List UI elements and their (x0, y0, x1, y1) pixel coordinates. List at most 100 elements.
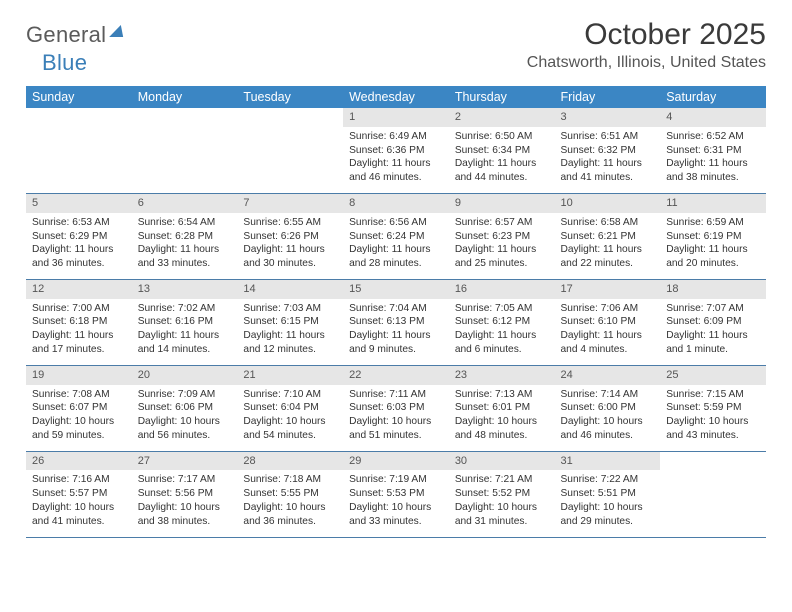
day-info-line: Daylight: 10 hours (561, 501, 655, 515)
calendar-day-cell: 18Sunrise: 7:07 AMSunset: 6:09 PMDayligh… (660, 279, 766, 365)
day-info-line: Sunrise: 7:10 AM (243, 388, 337, 402)
calendar-day-cell: 8Sunrise: 6:56 AMSunset: 6:24 PMDaylight… (343, 193, 449, 279)
month-title: October 2025 (527, 18, 766, 52)
calendar-day-cell: 23Sunrise: 7:13 AMSunset: 6:01 PMDayligh… (449, 365, 555, 451)
day-info-line: Sunset: 5:56 PM (138, 487, 232, 501)
day-info-line: Daylight: 10 hours (138, 501, 232, 515)
day-number: 15 (343, 280, 449, 299)
day-number (660, 452, 766, 471)
day-number: 6 (132, 194, 238, 213)
day-info-line: and 25 minutes. (455, 257, 549, 271)
brand-word-2: Blue (26, 50, 87, 75)
calendar-day-cell: 6Sunrise: 6:54 AMSunset: 6:28 PMDaylight… (132, 193, 238, 279)
day-info-line: Sunset: 6:15 PM (243, 315, 337, 329)
calendar-day-cell: 19Sunrise: 7:08 AMSunset: 6:07 PMDayligh… (26, 365, 132, 451)
day-info-line: Sunrise: 7:21 AM (455, 473, 549, 487)
day-number: 11 (660, 194, 766, 213)
calendar-empty-cell (132, 108, 238, 193)
calendar-day-cell: 11Sunrise: 6:59 AMSunset: 6:19 PMDayligh… (660, 193, 766, 279)
day-body: Sunrise: 7:09 AMSunset: 6:06 PMDaylight:… (132, 385, 238, 451)
day-info-line: Sunrise: 7:05 AM (455, 302, 549, 316)
day-info-line: Daylight: 10 hours (32, 415, 126, 429)
calendar-day-cell: 20Sunrise: 7:09 AMSunset: 6:06 PMDayligh… (132, 365, 238, 451)
day-info-line: Daylight: 10 hours (455, 415, 549, 429)
day-info-line: and 30 minutes. (243, 257, 337, 271)
title-block: October 2025 Chatsworth, Illinois, Unite… (527, 18, 766, 72)
day-number: 17 (555, 280, 661, 299)
day-number: 23 (449, 366, 555, 385)
day-number: 7 (237, 194, 343, 213)
day-info-line: Daylight: 10 hours (243, 501, 337, 515)
day-body (26, 127, 132, 191)
day-number: 28 (237, 452, 343, 471)
calendar-day-cell: 30Sunrise: 7:21 AMSunset: 5:52 PMDayligh… (449, 451, 555, 537)
day-number: 22 (343, 366, 449, 385)
day-info-line: Daylight: 11 hours (666, 329, 760, 343)
day-body: Sunrise: 6:52 AMSunset: 6:31 PMDaylight:… (660, 127, 766, 193)
day-info-line: Sunset: 6:04 PM (243, 401, 337, 415)
day-info-line: and 51 minutes. (349, 429, 443, 443)
day-info-line: Sunset: 6:29 PM (32, 230, 126, 244)
day-number: 24 (555, 366, 661, 385)
day-body: Sunrise: 7:15 AMSunset: 5:59 PMDaylight:… (660, 385, 766, 451)
day-info-line: Daylight: 10 hours (666, 415, 760, 429)
day-info-line: Sunrise: 6:59 AM (666, 216, 760, 230)
day-info-line: Daylight: 11 hours (666, 243, 760, 257)
day-info-line: Daylight: 11 hours (455, 157, 549, 171)
day-number: 18 (660, 280, 766, 299)
day-number: 31 (555, 452, 661, 471)
day-info-line: Daylight: 11 hours (561, 329, 655, 343)
weekday-header: Saturday (660, 86, 766, 108)
calendar-day-cell: 14Sunrise: 7:03 AMSunset: 6:15 PMDayligh… (237, 279, 343, 365)
day-body: Sunrise: 7:03 AMSunset: 6:15 PMDaylight:… (237, 299, 343, 365)
day-body: Sunrise: 6:59 AMSunset: 6:19 PMDaylight:… (660, 213, 766, 279)
day-info-line: and 41 minutes. (561, 171, 655, 185)
day-body: Sunrise: 7:10 AMSunset: 6:04 PMDaylight:… (237, 385, 343, 451)
day-info-line: Sunset: 6:07 PM (32, 401, 126, 415)
day-info-line: Sunset: 5:52 PM (455, 487, 549, 501)
day-info-line: and 59 minutes. (32, 429, 126, 443)
calendar-day-cell: 2Sunrise: 6:50 AMSunset: 6:34 PMDaylight… (449, 108, 555, 193)
day-info-line: and 38 minutes. (138, 515, 232, 529)
day-info-line: Sunset: 6:24 PM (349, 230, 443, 244)
calendar-week-row: 26Sunrise: 7:16 AMSunset: 5:57 PMDayligh… (26, 451, 766, 537)
day-body: Sunrise: 7:06 AMSunset: 6:10 PMDaylight:… (555, 299, 661, 365)
day-info-line: and 38 minutes. (666, 171, 760, 185)
calendar-day-cell: 27Sunrise: 7:17 AMSunset: 5:56 PMDayligh… (132, 451, 238, 537)
day-body: Sunrise: 7:22 AMSunset: 5:51 PMDaylight:… (555, 470, 661, 536)
day-body: Sunrise: 7:08 AMSunset: 6:07 PMDaylight:… (26, 385, 132, 451)
day-info-line: Daylight: 11 hours (243, 329, 337, 343)
day-body: Sunrise: 6:56 AMSunset: 6:24 PMDaylight:… (343, 213, 449, 279)
day-info-line: and 41 minutes. (32, 515, 126, 529)
calendar-day-cell: 9Sunrise: 6:57 AMSunset: 6:23 PMDaylight… (449, 193, 555, 279)
day-info-line: and 36 minutes. (243, 515, 337, 529)
day-number (237, 108, 343, 127)
day-info-line: Sunset: 6:13 PM (349, 315, 443, 329)
day-info-line: Sunset: 6:09 PM (666, 315, 760, 329)
day-info-line: Sunset: 5:55 PM (243, 487, 337, 501)
day-info-line: Sunrise: 6:50 AM (455, 130, 549, 144)
day-info-line: Sunset: 6:10 PM (561, 315, 655, 329)
day-info-line: and 56 minutes. (138, 429, 232, 443)
day-info-line: and 20 minutes. (666, 257, 760, 271)
day-number: 3 (555, 108, 661, 127)
day-info-line: Sunset: 6:19 PM (666, 230, 760, 244)
calendar-day-cell: 28Sunrise: 7:18 AMSunset: 5:55 PMDayligh… (237, 451, 343, 537)
day-number: 13 (132, 280, 238, 299)
day-info-line: Daylight: 11 hours (243, 243, 337, 257)
day-body (237, 127, 343, 191)
day-body: Sunrise: 7:00 AMSunset: 6:18 PMDaylight:… (26, 299, 132, 365)
day-info-line: Daylight: 11 hours (349, 243, 443, 257)
day-body: Sunrise: 6:53 AMSunset: 6:29 PMDaylight:… (26, 213, 132, 279)
day-info-line: Sunset: 5:59 PM (666, 401, 760, 415)
brand-word-1: General (26, 22, 106, 48)
day-info-line: Daylight: 10 hours (561, 415, 655, 429)
day-body: Sunrise: 6:58 AMSunset: 6:21 PMDaylight:… (555, 213, 661, 279)
day-info-line: and 17 minutes. (32, 343, 126, 357)
day-info-line: and 46 minutes. (349, 171, 443, 185)
day-number: 16 (449, 280, 555, 299)
day-info-line: Sunrise: 6:53 AM (32, 216, 126, 230)
day-number (26, 108, 132, 127)
day-info-line: Sunrise: 6:55 AM (243, 216, 337, 230)
calendar-day-cell: 25Sunrise: 7:15 AMSunset: 5:59 PMDayligh… (660, 365, 766, 451)
